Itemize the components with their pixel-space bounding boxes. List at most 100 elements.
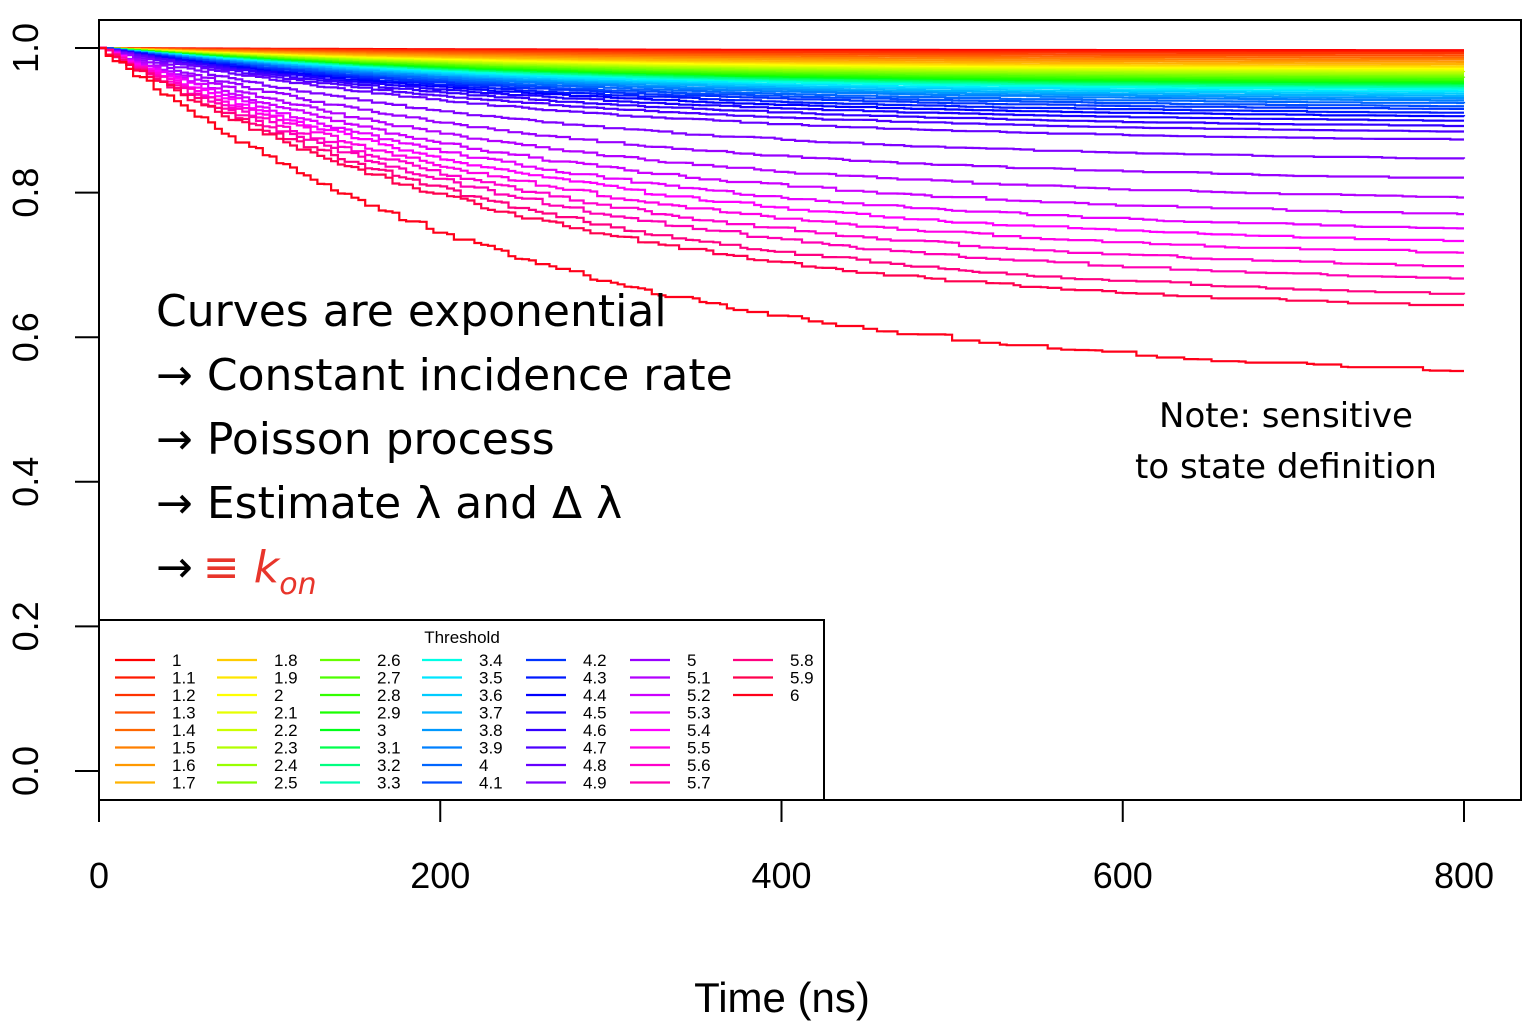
legend-label: 2 (274, 686, 283, 705)
legend-label: 2.3 (274, 739, 298, 758)
series-line-4 (99, 46, 1466, 105)
series-line-5.3 (99, 46, 1464, 230)
legend-label: 1.8 (274, 651, 298, 670)
series-line-5.7 (99, 46, 1464, 280)
legend-label: 1.3 (172, 704, 196, 723)
legend-label: 3.3 (377, 774, 401, 793)
legend-label: 1.9 (274, 669, 298, 688)
x-tick-label: 0 (89, 855, 109, 896)
series-line-5.8 (99, 46, 1466, 295)
x-axis-label: Time (ns) (694, 974, 870, 1021)
annotation-line-1: Curves are exponential (156, 286, 667, 337)
legend-label: 1.7 (172, 774, 196, 793)
legend-label: 4.2 (583, 651, 607, 670)
series-line-5.4 (99, 46, 1464, 243)
annotation-line-4: → Estimate λ and Δ λ (156, 478, 622, 529)
kon-arrow: → (156, 542, 193, 593)
y-tick-label: 0.4 (5, 457, 46, 507)
kon-equiv: ≡ (203, 542, 254, 593)
legend-label: 3 (377, 721, 386, 740)
legend-label: 3.9 (479, 739, 503, 758)
y-tick-label: 0.8 (5, 168, 46, 218)
series-line-4.7 (99, 46, 1464, 133)
note-line-1: Note: sensitive (1159, 396, 1413, 436)
legend-label: 4.4 (583, 686, 607, 705)
series-line-5.5 (99, 46, 1464, 254)
legend-label: 3.5 (479, 669, 503, 688)
legend-title: Threshold (424, 628, 500, 647)
legend-label: 5.7 (687, 774, 711, 793)
series-line-4.4 (99, 46, 1466, 118)
y-tick-label: 0.0 (5, 746, 46, 796)
series-layer (99, 46, 1466, 373)
legend-label: 4.7 (583, 739, 607, 758)
series-line-4.2 (99, 46, 1464, 110)
series-line-3.8 (99, 46, 1464, 100)
kon-k: k (254, 542, 281, 593)
series-line-3.9 (99, 46, 1464, 102)
legend-label: 5.5 (687, 739, 711, 758)
annotation-line-5: → ≡ kon (156, 542, 317, 602)
kon-subscript: on (279, 567, 316, 602)
legend-label: 3.6 (479, 686, 503, 705)
series-line-5.9 (99, 46, 1464, 307)
legend-label: 4 (479, 756, 488, 775)
x-tick-label: 400 (751, 855, 811, 896)
legend-label: 1.5 (172, 739, 196, 758)
legend-label: 4.8 (583, 756, 607, 775)
legend-label: 5.8 (790, 651, 814, 670)
legend-label: 3.8 (479, 721, 503, 740)
legend-label: 3.2 (377, 756, 401, 775)
y-tick-label: 0.6 (5, 312, 46, 362)
annotation-line-2: → Constant incidence rate (156, 350, 733, 401)
note-line-2: to state definition (1135, 447, 1437, 487)
legend-label: 5.6 (687, 756, 711, 775)
annotation-line-3: → Poisson process (156, 414, 555, 465)
legend-label: 5.4 (687, 721, 711, 740)
legend-label: 3.1 (377, 739, 401, 758)
legend-label: 1.2 (172, 686, 196, 705)
series-line-5.1 (99, 46, 1464, 199)
series-line-5 (99, 46, 1464, 179)
legend-label: 4.5 (583, 704, 607, 723)
series-line-5.6 (99, 46, 1464, 268)
legend: Threshold 11.11.21.31.41.51.61.71.81.922… (98, 619, 825, 801)
legend-label: 3.4 (479, 651, 503, 670)
legend-label: 5.1 (687, 669, 711, 688)
legend-label: 1.4 (172, 721, 196, 740)
legend-label: 4.3 (583, 669, 607, 688)
series-line-6 (99, 46, 1464, 373)
series-line-4.6 (99, 46, 1464, 128)
series-line-4.8 (99, 46, 1464, 141)
legend-label: 2.2 (274, 721, 298, 740)
legend-label: 2.9 (377, 704, 401, 723)
legend-label: 5.3 (687, 704, 711, 723)
legend-label: 6 (790, 686, 799, 705)
legend-label: 2.4 (274, 756, 298, 775)
series-line-5.2 (99, 46, 1464, 216)
y-axis: 0.0 0.2 0.4 0.6 0.8 1.0 (5, 23, 100, 796)
legend-box (98, 619, 825, 801)
legend-label: 4.6 (583, 721, 607, 740)
legend-label: 4.1 (479, 774, 503, 793)
annotation-block: Curves are exponential → Constant incide… (156, 286, 733, 602)
legend-label: 1.6 (172, 756, 196, 775)
legend-label: 5.2 (687, 686, 711, 705)
legend-label: 2.7 (377, 669, 401, 688)
legend-label: 2.5 (274, 774, 298, 793)
legend-label: 5.9 (790, 669, 814, 688)
legend-label: 1.1 (172, 669, 196, 688)
legend-label: 2.8 (377, 686, 401, 705)
legend-label: 3.7 (479, 704, 503, 723)
legend-label: 5 (687, 651, 696, 670)
legend-label: 1 (172, 651, 181, 670)
series-line-4.9 (99, 46, 1466, 160)
legend-label: 4.9 (583, 774, 607, 793)
x-tick-label: 600 (1093, 855, 1153, 896)
y-tick-label: 1.0 (5, 23, 46, 73)
legend-label: 2.1 (274, 704, 298, 723)
legend-entries: 11.11.21.31.41.51.61.71.81.922.12.22.32.… (115, 651, 814, 793)
y-tick-label: 0.2 (5, 601, 46, 651)
